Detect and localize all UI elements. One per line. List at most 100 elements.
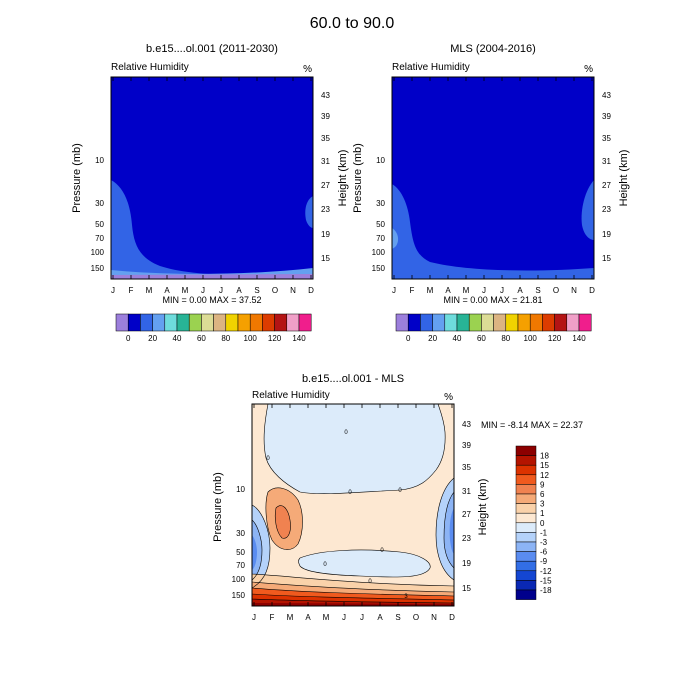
colorbar-swatch bbox=[481, 313, 494, 332]
panel-subtitle-right: % bbox=[584, 64, 593, 75]
colorbar-label: 80 bbox=[221, 334, 230, 343]
colorbar-swatch bbox=[444, 313, 458, 332]
x-tick-label: M bbox=[323, 613, 330, 622]
colorbar-swatch bbox=[515, 445, 537, 456]
x-tick-label: D bbox=[589, 286, 595, 295]
contour-label: 0 bbox=[348, 490, 352, 496]
panel-subtitle-left: Relative Humidity bbox=[392, 62, 470, 73]
x-tick-label: F bbox=[410, 286, 415, 295]
y-tick-label: 50 bbox=[236, 548, 245, 557]
stats-text: MIN = 0.00 MAX = 37.52 bbox=[162, 295, 261, 305]
y-tick-label: 150 bbox=[232, 591, 246, 600]
colorbar-swatch bbox=[505, 313, 519, 332]
colorbar-swatch bbox=[515, 532, 537, 543]
x-tick-label: S bbox=[535, 286, 540, 295]
y-right-tick-label: 35 bbox=[462, 463, 471, 472]
colorbar-swatch bbox=[515, 570, 537, 581]
colorbar-swatch bbox=[515, 589, 537, 600]
colorbar-swatch bbox=[432, 313, 446, 332]
y-ticks-right: 43 39 35 31 27 23 19 15 bbox=[462, 420, 471, 593]
panel-title: MLS (2004-2016) bbox=[450, 43, 536, 55]
y-axis-label-right: Height (km) bbox=[477, 479, 489, 536]
colorbar-label: -15 bbox=[540, 576, 552, 585]
x-tick-label: N bbox=[431, 613, 437, 622]
colorbar-swatch bbox=[115, 313, 129, 332]
y-tick-label: 150 bbox=[91, 264, 105, 273]
stats-text: MIN = 0.00 MAX = 21.81 bbox=[443, 295, 542, 305]
x-tick-label: J bbox=[392, 286, 396, 295]
x-tick-label: N bbox=[571, 286, 577, 295]
colorbar-label: 140 bbox=[292, 334, 306, 343]
x-tick-label: M bbox=[427, 286, 434, 295]
colorbar-swatch bbox=[140, 313, 153, 332]
y-axis-label-right: Height (km) bbox=[618, 150, 630, 207]
colorbar-label: -3 bbox=[540, 538, 548, 547]
panel-title: b.e15....ol.001 (2011-2030) bbox=[146, 43, 278, 55]
y-right-tick-label: 35 bbox=[321, 134, 330, 143]
heatmap-fill bbox=[111, 77, 313, 279]
colorbar-label: 20 bbox=[148, 334, 157, 343]
colorbar-swatch bbox=[566, 313, 580, 332]
stats-text: MIN = -8.14 MAX = 22.37 bbox=[481, 420, 583, 430]
y-right-tick-label: 31 bbox=[321, 157, 330, 166]
colorbar-swatch bbox=[515, 522, 537, 533]
colorbar-swatch bbox=[176, 313, 190, 332]
contour-label: 0 bbox=[266, 456, 270, 462]
colorbar-label: 100 bbox=[524, 334, 538, 343]
x-tick-label: F bbox=[270, 613, 275, 622]
colorbar-label: 12 bbox=[540, 471, 549, 480]
colorbar-swatch bbox=[515, 551, 537, 562]
y-right-tick-label: 27 bbox=[462, 510, 471, 519]
y-tick-label: 30 bbox=[95, 199, 104, 208]
contour-label: 0 bbox=[368, 579, 372, 585]
colorbar-swatch bbox=[164, 313, 178, 332]
y-tick-label: 70 bbox=[376, 234, 385, 243]
colorbar-swatch bbox=[456, 313, 470, 332]
x-tick-label: M bbox=[287, 613, 294, 622]
contour-label: 3 bbox=[404, 594, 408, 600]
x-tick-label: J bbox=[342, 613, 346, 622]
y-tick-label: 150 bbox=[372, 264, 386, 273]
x-tick-label: M bbox=[463, 286, 470, 295]
y-tick-label: 50 bbox=[376, 220, 385, 229]
y-right-tick-label: 23 bbox=[321, 205, 330, 214]
y-tick-label: 70 bbox=[236, 561, 245, 570]
panel-title: b.e15....ol.001 - MLS bbox=[302, 373, 404, 385]
y-right-tick-label: 35 bbox=[602, 134, 611, 143]
x-tick-label: J bbox=[219, 286, 223, 295]
colorbar-swatch bbox=[286, 313, 300, 332]
colorbar-swatch bbox=[298, 313, 312, 332]
x-ticks: J F M A M J J A S O N D bbox=[111, 286, 314, 295]
y-right-tick-label: 23 bbox=[602, 205, 611, 214]
x-tick-label: A bbox=[445, 286, 451, 295]
colorbar-label: 20 bbox=[428, 334, 437, 343]
colorbar-swatch bbox=[249, 313, 263, 332]
contour-label: 0 bbox=[398, 488, 402, 494]
colorbar-swatch bbox=[515, 580, 537, 591]
colorbar-swatch bbox=[515, 455, 537, 466]
y-right-tick-label: 43 bbox=[462, 420, 471, 429]
colorbar-swatch bbox=[515, 503, 537, 514]
y-tick-label: 50 bbox=[95, 220, 104, 229]
y-ticks-right: 43 39 35 31 27 23 19 15 bbox=[321, 91, 330, 263]
y-tick-label: 10 bbox=[95, 156, 104, 165]
x-tick-label: O bbox=[272, 286, 278, 295]
x-tick-label: A bbox=[305, 613, 311, 622]
colorbar-label: 60 bbox=[477, 334, 486, 343]
contour-label: 0 bbox=[323, 562, 327, 568]
colorbar: 0 20 40 60 80 100 120 140 bbox=[395, 313, 592, 343]
y-right-tick-label: 15 bbox=[321, 254, 330, 263]
colorbar-swatch bbox=[493, 313, 507, 332]
colorbar-swatch bbox=[515, 541, 537, 552]
colorbar-swatch bbox=[515, 474, 537, 485]
colorbar-swatch bbox=[515, 512, 537, 524]
x-tick-label: A bbox=[377, 613, 383, 622]
colorbar-label: 3 bbox=[540, 500, 545, 509]
colorbar-swatch bbox=[237, 313, 251, 332]
x-tick-label: S bbox=[395, 613, 400, 622]
colorbar-swatch bbox=[515, 493, 537, 504]
x-tick-label: A bbox=[517, 286, 523, 295]
x-tick-label: N bbox=[290, 286, 296, 295]
y-right-tick-label: 39 bbox=[462, 441, 471, 450]
